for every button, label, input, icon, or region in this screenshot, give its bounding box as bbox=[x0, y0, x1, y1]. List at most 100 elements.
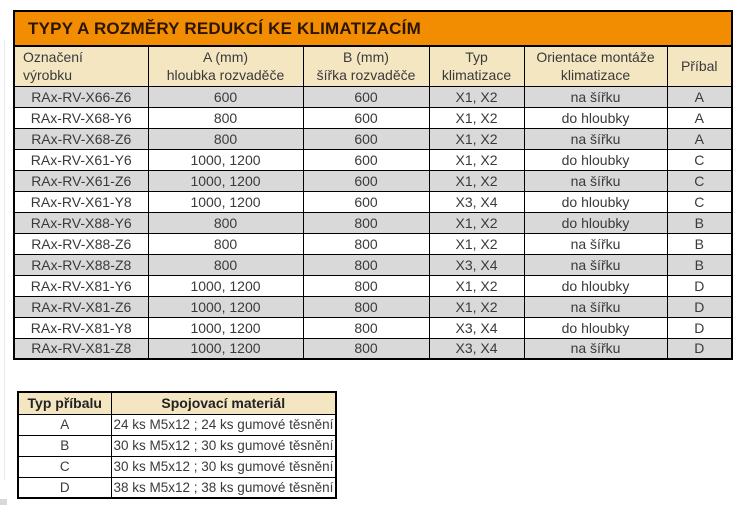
width-b-cell: 600 bbox=[302, 190, 430, 213]
package-cell: B bbox=[666, 211, 733, 234]
orientation-cell: do hloubky bbox=[523, 274, 668, 297]
package-cell: D bbox=[666, 337, 733, 360]
header-line: Označení bbox=[23, 49, 83, 66]
package-cell: B bbox=[666, 232, 733, 255]
depth-a-cell: 800 bbox=[147, 253, 304, 276]
product-cell: RAx-RV-X68-Y6 bbox=[13, 106, 149, 129]
header-line: Orientace montáže bbox=[536, 49, 655, 66]
orientation-cell: do hloubky bbox=[523, 211, 668, 234]
scan-artifact-line bbox=[4, 40, 5, 480]
package-cell: D bbox=[666, 316, 733, 339]
package-cell: C bbox=[666, 148, 733, 171]
header-line: hloubka rozvaděče bbox=[166, 67, 285, 84]
header-line: Příbal bbox=[680, 58, 718, 75]
ac-type-cell: X1, X2 bbox=[428, 211, 525, 234]
width-b-cell: 800 bbox=[302, 232, 430, 255]
product-cell: RAx-RV-X88-Y6 bbox=[13, 211, 149, 234]
reductions-table: TYPY A ROZMĚRY REDUKCÍ KE KLIMATIZACÍM O… bbox=[12, 10, 734, 360]
scan-artifact-dot bbox=[0, 499, 7, 505]
table-row: RAx-RV-X68-Y6 800 600 X1, X2 do hloubky … bbox=[13, 106, 733, 129]
orientation-cell: na šířku bbox=[523, 253, 668, 276]
material-header: Spojovací materiál bbox=[110, 391, 337, 415]
depth-a-cell: 1000, 1200 bbox=[147, 316, 304, 339]
orientation-cell: do hloubky bbox=[523, 316, 668, 339]
depth-a-cell: 600 bbox=[147, 85, 304, 108]
package-cell: D bbox=[666, 295, 733, 318]
ac-type-cell: X1, X2 bbox=[428, 274, 525, 297]
ac-type-cell: X3, X4 bbox=[428, 316, 525, 339]
package-cell: C bbox=[666, 169, 733, 192]
column-header-ac-type: Typ klimatizace bbox=[428, 45, 525, 87]
product-cell: RAx-RV-X66-Z6 bbox=[13, 85, 149, 108]
column-header-orientation: Orientace montáže klimatizace bbox=[523, 45, 668, 87]
width-b-cell: 600 bbox=[302, 127, 430, 150]
depth-a-cell: 800 bbox=[147, 232, 304, 255]
ac-type-cell: X1, X2 bbox=[428, 85, 525, 108]
width-b-cell: 800 bbox=[302, 211, 430, 234]
product-cell: RAx-RV-X88-Z8 bbox=[13, 253, 149, 276]
header-line: A (mm) bbox=[202, 49, 249, 66]
table-row: RAx-RV-X88-Y6 800 800 X1, X2 do hloubky … bbox=[13, 211, 733, 234]
header-row: Typ příbalu Spojovací materiál bbox=[17, 391, 337, 415]
header-line: B (mm) bbox=[343, 49, 389, 66]
package-cell: D bbox=[666, 274, 733, 297]
width-b-cell: 800 bbox=[302, 274, 430, 297]
ac-type-cell: X1, X2 bbox=[428, 148, 525, 171]
package-cell: B bbox=[666, 253, 733, 276]
product-cell: RAx-RV-X81-Y6 bbox=[13, 274, 149, 297]
table-row: C 30 ks M5x12 ; 30 ks gumové těsnění bbox=[17, 455, 337, 478]
ac-type-cell: X1, X2 bbox=[428, 232, 525, 255]
product-cell: RAx-RV-X88-Z6 bbox=[13, 232, 149, 255]
product-cell: RAx-RV-X61-Y6 bbox=[13, 148, 149, 171]
table-row: A 24 ks M5x12 ; 24 ks gumové těsnění bbox=[17, 413, 337, 436]
table-row: RAx-RV-X88-Z6 800 800 X1, X2 na šířku B bbox=[13, 232, 733, 255]
package-type-cell: B bbox=[17, 434, 112, 457]
package-cell: A bbox=[666, 106, 733, 129]
orientation-cell: do hloubky bbox=[523, 190, 668, 213]
table-row: RAx-RV-X61-Y8 1000, 1200 600 X3, X4 do h… bbox=[13, 190, 733, 213]
table-row: RAx-RV-X66-Z6 600 600 X1, X2 na šířku A bbox=[13, 85, 733, 108]
width-b-cell: 600 bbox=[302, 169, 430, 192]
width-b-cell: 800 bbox=[302, 316, 430, 339]
table-row: RAx-RV-X81-Z6 1000, 1200 800 X1, X2 na š… bbox=[13, 295, 733, 318]
table-row: RAx-RV-X81-Y8 1000, 1200 800 X3, X4 do h… bbox=[13, 316, 733, 339]
depth-a-cell: 800 bbox=[147, 106, 304, 129]
product-cell: RAx-RV-X81-Z6 bbox=[13, 295, 149, 318]
depth-a-cell: 1000, 1200 bbox=[147, 337, 304, 360]
package-cell: A bbox=[666, 85, 733, 108]
material-cell: 30 ks M5x12 ; 30 ks gumové těsnění bbox=[110, 434, 337, 457]
ac-type-cell: X1, X2 bbox=[428, 106, 525, 129]
column-header-product: Označení výrobku bbox=[13, 45, 149, 87]
width-b-cell: 800 bbox=[302, 295, 430, 318]
package-cell: C bbox=[666, 190, 733, 213]
orientation-cell: na šířku bbox=[523, 337, 668, 360]
orientation-cell: do hloubky bbox=[523, 148, 668, 171]
product-cell: RAx-RV-X61-Z6 bbox=[13, 169, 149, 192]
width-b-cell: 600 bbox=[302, 106, 430, 129]
ac-type-cell: X1, X2 bbox=[428, 295, 525, 318]
orientation-cell: na šířku bbox=[523, 232, 668, 255]
orientation-cell: na šířku bbox=[523, 295, 668, 318]
table-row: RAx-RV-X68-Z6 800 600 X1, X2 na šířku A bbox=[13, 127, 733, 150]
product-cell: RAx-RV-X68-Z6 bbox=[13, 127, 149, 150]
depth-a-cell: 800 bbox=[147, 127, 304, 150]
depth-a-cell: 1000, 1200 bbox=[147, 295, 304, 318]
package-type-cell: C bbox=[17, 455, 112, 478]
width-b-cell: 800 bbox=[302, 253, 430, 276]
table-row: RAx-RV-X88-Z8 800 800 X3, X4 na šířku B bbox=[13, 253, 733, 276]
package-type-cell: A bbox=[17, 413, 112, 436]
material-cell: 30 ks M5x12 ; 30 ks gumové těsnění bbox=[110, 455, 337, 478]
depth-a-cell: 1000, 1200 bbox=[147, 274, 304, 297]
ac-type-cell: X1, X2 bbox=[428, 169, 525, 192]
orientation-cell: na šířku bbox=[523, 85, 668, 108]
table-title: TYPY A ROZMĚRY REDUKCÍ KE KLIMATIZACÍM bbox=[12, 10, 734, 47]
depth-a-cell: 1000, 1200 bbox=[147, 190, 304, 213]
depth-a-cell: 1000, 1200 bbox=[147, 169, 304, 192]
table-row: RAx-RV-X81-Y6 1000, 1200 800 X1, X2 do h… bbox=[13, 274, 733, 297]
table-row: RAx-RV-X61-Z6 1000, 1200 600 X1, X2 na š… bbox=[13, 169, 733, 192]
package-type-cell: D bbox=[17, 476, 112, 499]
title-row: TYPY A ROZMĚRY REDUKCÍ KE KLIMATIZACÍM bbox=[12, 10, 734, 47]
header-line: klimatizace bbox=[441, 67, 512, 84]
material-cell: 38 ks M5x12 ; 38 ks gumové těsnění bbox=[110, 476, 337, 499]
